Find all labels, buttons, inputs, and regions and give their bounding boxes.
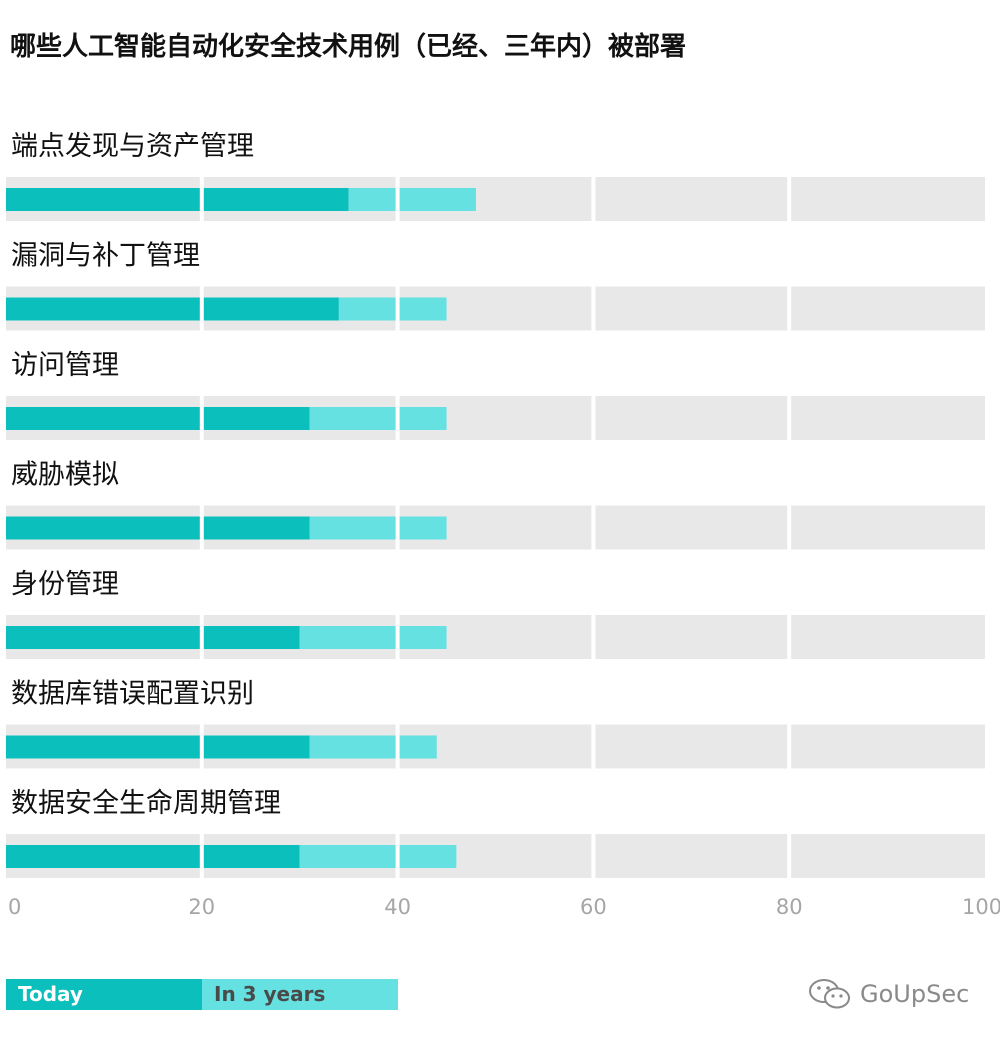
bar-in-3-years [309, 735, 437, 759]
gridline [199, 177, 204, 221]
gridline [787, 177, 792, 221]
category-label: 数据安全生命周期管理 [11, 788, 281, 819]
gridline [787, 505, 792, 550]
bar-today [6, 407, 310, 430]
gridline [591, 505, 596, 550]
gridline [787, 724, 792, 769]
chart-title: 哪些人工智能自动化安全技术用例（已经、三年内）被部署 [10, 32, 687, 62]
bar-today [6, 845, 300, 868]
gridline [395, 505, 400, 550]
x-tick-label: 60 [580, 895, 607, 919]
category-label: 端点发现与资产管理 [11, 131, 254, 162]
gridline [787, 286, 792, 331]
legend: Today In 3 years [6, 979, 398, 1010]
gridline [591, 724, 596, 769]
bar-in-3-years [309, 407, 447, 430]
category-label: 访问管理 [11, 350, 119, 381]
x-tick-label: 0 [8, 895, 21, 919]
bar-chart: 端点发现与资产管理漏洞与补丁管理访问管理威胁模拟身份管理数据库错误配置识别数据安… [6, 131, 1000, 919]
category-label: 数据库错误配置识别 [11, 679, 254, 710]
bar-today [6, 735, 310, 759]
bar-today [6, 516, 310, 540]
x-tick-label: 80 [776, 895, 803, 919]
bar-in-3-years [309, 516, 447, 540]
gridline [199, 505, 204, 550]
x-tick-label: 100 [962, 895, 1000, 919]
gridline [395, 834, 400, 878]
gridline [591, 834, 596, 878]
bar-in-3-years [299, 626, 447, 649]
gridline [199, 834, 204, 878]
category-label: 身份管理 [11, 569, 119, 600]
gridline [787, 834, 792, 878]
gridline [395, 724, 400, 769]
gridline [199, 396, 204, 440]
legend-item-today: Today [6, 979, 202, 1010]
bar-today [6, 297, 339, 321]
gridline [591, 396, 596, 440]
bar-in-3-years [348, 188, 476, 211]
bar-in-3-years [338, 297, 447, 321]
gridline [395, 286, 400, 331]
watermark-text: GoUpSec [860, 980, 970, 1008]
gridline [199, 286, 204, 331]
gridline [591, 286, 596, 331]
gridline [395, 177, 400, 221]
wechat-icon [809, 979, 850, 1009]
gridline [199, 724, 204, 769]
category-label: 漏洞与补丁管理 [11, 241, 200, 272]
gridline [591, 615, 596, 659]
bar-in-3-years [299, 845, 457, 868]
x-tick-label: 20 [188, 895, 215, 919]
gridline [591, 177, 596, 221]
gridline [395, 615, 400, 659]
gridline [787, 396, 792, 440]
gridline [199, 615, 204, 659]
bar-today [6, 188, 349, 211]
bar-today [6, 626, 300, 649]
x-tick-label: 40 [384, 895, 411, 919]
watermark: GoUpSec [808, 978, 969, 1010]
category-label: 威胁模拟 [11, 460, 119, 491]
gridline [395, 396, 400, 440]
gridline [787, 615, 792, 659]
legend-item-in-3-years: In 3 years [202, 979, 398, 1010]
